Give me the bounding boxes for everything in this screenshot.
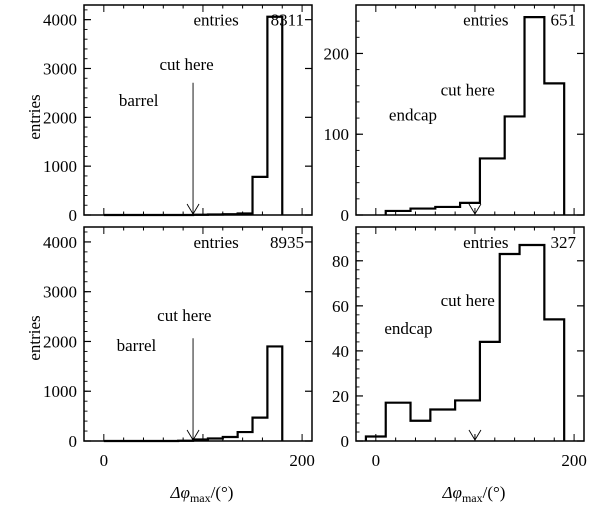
y-tick-label: 3000 — [43, 59, 77, 78]
entries-label: entries — [193, 11, 238, 30]
x-axis-label-left: Δφmax/(°) — [170, 483, 234, 505]
y-tick-label: 80 — [332, 252, 349, 271]
y-tick-label: 1000 — [43, 157, 77, 176]
cut-arrow-head — [186, 429, 200, 441]
cut-here-label: cut here — [157, 306, 211, 325]
y-tick-label: 100 — [324, 125, 350, 144]
x-axis-label-right: Δφmax/(°) — [442, 483, 506, 505]
y-tick-label: 20 — [332, 387, 349, 406]
y-tick-label: 4000 — [43, 11, 77, 30]
region-label: barrel — [119, 91, 159, 110]
cut-arrow-head — [468, 429, 482, 441]
x-tick-label: 200 — [561, 451, 587, 470]
y-axis-label-lower: entries — [25, 315, 44, 360]
y-tick-label: 2000 — [43, 332, 77, 351]
x-tick-label: 0 — [100, 451, 109, 470]
entries-value: 8935 — [270, 233, 304, 252]
panel-4: 0 20 40 60 80 0 200 entries 327 cut here endcap — [332, 226, 587, 470]
panel-1: 0 1000 2000 3000 4000 entries 8311 cut herebarr… — [43, 4, 313, 225]
plot-frame — [355, 4, 585, 216]
cut-arrow-head — [468, 203, 482, 215]
region-label: barrel — [117, 336, 157, 355]
plot-frame — [83, 226, 313, 442]
plot-frame — [83, 4, 313, 216]
y-tick-label: 1000 — [43, 382, 77, 401]
y-tick-label: 0 — [69, 432, 78, 451]
y-tick-label: 200 — [324, 44, 350, 63]
x-tick-label: 200 — [289, 451, 315, 470]
y-axis-label: entries — [25, 94, 44, 139]
y-tick-label: 60 — [332, 297, 349, 316]
entries-value: 327 — [551, 233, 577, 252]
y-tick-label: 40 — [332, 342, 349, 361]
entries-label: entries — [193, 233, 238, 252]
cut-here-label: cut here — [441, 291, 495, 310]
cut-here-label: cut here — [441, 80, 495, 99]
y-tick-label: 3000 — [43, 283, 77, 302]
entries-label: entries — [463, 233, 508, 252]
y-tick-label: 4000 — [43, 233, 77, 252]
cut-here-label: cut here — [159, 55, 213, 74]
plot-frame — [355, 226, 585, 442]
x-tick-label: 0 — [372, 451, 381, 470]
panel-3: 0 1000 2000 3000 4000 0 200 entries 8935 cut here… — [43, 226, 315, 470]
histogram-series — [103, 345, 284, 443]
y-tick-label: 0 — [69, 206, 78, 225]
region-label: endcap — [389, 106, 437, 125]
histogram-series — [384, 16, 566, 215]
y-tick-label: 0 — [341, 206, 350, 225]
entries-value: 651 — [551, 11, 577, 30]
histogram-series — [103, 15, 284, 217]
y-tick-label: 0 — [341, 432, 350, 451]
cut-arrow-head — [186, 203, 200, 215]
entries-value: 8311 — [271, 11, 304, 30]
entries-label: entries — [463, 11, 508, 30]
y-tick-label: 2000 — [43, 108, 77, 127]
histogram-series — [364, 243, 566, 441]
region-label: endcap — [384, 319, 432, 338]
